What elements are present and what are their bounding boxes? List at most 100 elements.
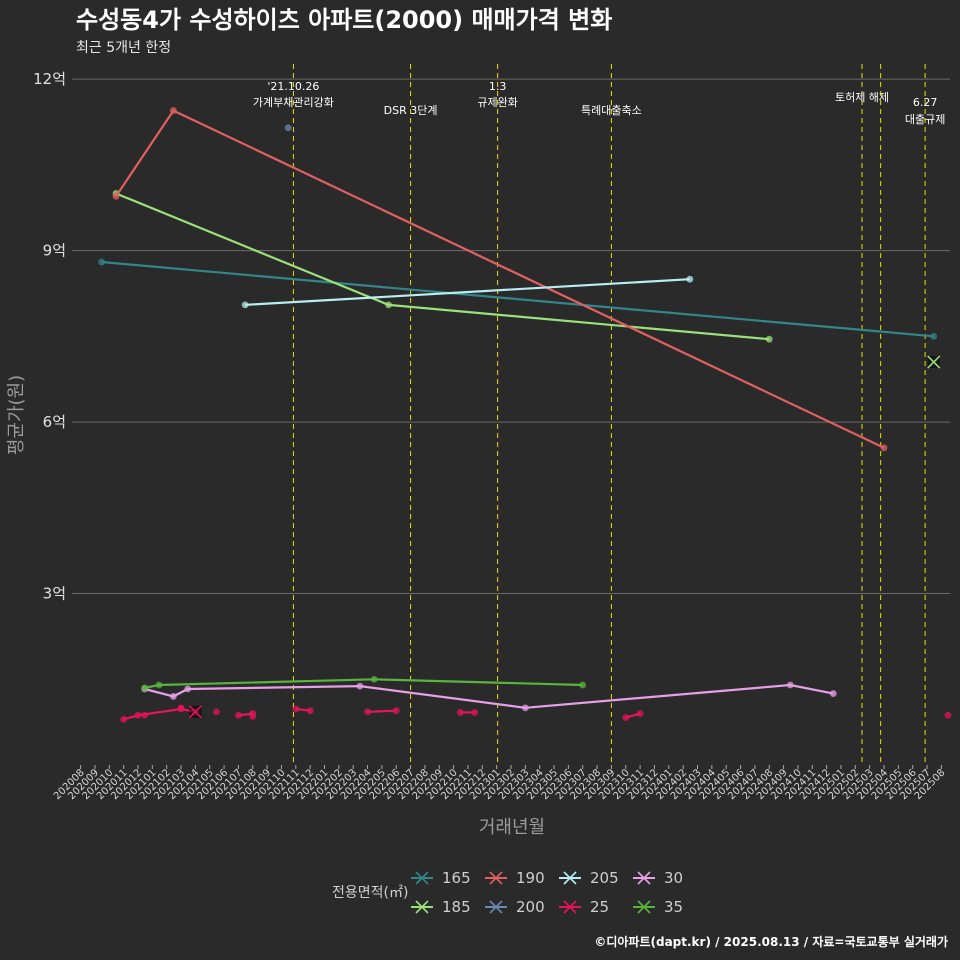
legend-label: 25 (590, 898, 609, 916)
legend-label: 30 (664, 869, 683, 887)
legend-item-25: 25 (559, 898, 609, 916)
data-point (456, 709, 464, 716)
x-axis-ticks: 2020082020092020102020112020122021012021… (52, 765, 948, 802)
y-tick-label: 6억 (43, 413, 66, 431)
data-point (98, 258, 106, 266)
grid-lines (72, 78, 950, 595)
legend-item-185: 185 (411, 898, 471, 916)
data-point (235, 711, 242, 719)
legend-label: 185 (442, 898, 471, 916)
series-line (115, 109, 885, 449)
legend-cross (563, 900, 577, 914)
series-165 (98, 258, 938, 340)
data-point (241, 301, 249, 309)
data-point (169, 693, 177, 700)
data-point (284, 124, 292, 132)
data-point (471, 709, 479, 716)
data-point (880, 444, 888, 452)
legend-label: 200 (516, 898, 545, 916)
cross-marker (927, 355, 941, 369)
data-point (686, 275, 694, 283)
data-point (370, 675, 378, 683)
legend-label: 35 (664, 898, 683, 916)
legend-label: 190 (516, 869, 545, 887)
event-label: 토허제 해제 (835, 90, 889, 104)
data-point (213, 708, 220, 716)
data-point (521, 704, 529, 712)
legend-cross (415, 871, 429, 885)
series-line (144, 683, 834, 709)
data-point (364, 708, 371, 716)
data-point (356, 682, 364, 690)
data-point (930, 332, 938, 340)
data-point (141, 711, 149, 719)
legend-label: 165 (442, 869, 471, 887)
data-point (765, 335, 773, 343)
data-point (177, 704, 185, 712)
series-line (144, 678, 583, 689)
legend: 165 190 205 30 185 200 25 35 (411, 869, 683, 916)
y-axis-ticks: 3억 6억 9억 12억 (33, 70, 66, 602)
series-line (101, 260, 934, 338)
chart-title: 수성동4가 수성하이츠 아파트(2000) 매매가격 변화 (76, 6, 612, 34)
data-point (622, 714, 630, 721)
legend-title: 전용면적(㎡) (332, 885, 408, 901)
series-205 (241, 275, 694, 309)
data-point (786, 681, 794, 689)
data-point (944, 711, 952, 719)
data-point (134, 711, 142, 719)
y-tick-label: 3억 (43, 585, 66, 603)
data-point (579, 681, 587, 689)
event-label: 특례대출축소 (581, 104, 642, 117)
legend-cross (637, 871, 651, 885)
legend-item-205: 205 (559, 869, 619, 887)
data-point (141, 684, 149, 692)
data-point (120, 715, 128, 723)
series-group (98, 107, 952, 723)
data-point (306, 707, 314, 715)
legend-label: 205 (590, 869, 619, 887)
series-line (115, 192, 770, 341)
data-point (392, 707, 400, 715)
legend-cross (489, 900, 503, 914)
series-200 (284, 124, 292, 132)
cross-marker (188, 705, 202, 719)
series-line (245, 278, 690, 306)
caption: ©디아파트(dapt.kr) / 2025.08.13 / 자료=국토교통부 실… (594, 934, 948, 949)
event-label: 6.27 (913, 96, 938, 109)
data-point (385, 301, 392, 309)
data-point (184, 685, 192, 693)
legend-item-35: 35 (633, 898, 683, 916)
event-label: DSR 3단계 (384, 104, 438, 117)
y-axis-label: 평균가(원) (6, 375, 27, 455)
event-label: 대출규제 (905, 113, 945, 126)
legend-cross (415, 900, 429, 914)
event-label: 규제완화 (477, 96, 517, 109)
data-point (829, 690, 837, 697)
legend-item-190: 190 (485, 869, 545, 887)
y-tick-label: 12억 (33, 70, 66, 88)
series-30 (141, 681, 837, 712)
legend-item-165: 165 (411, 869, 471, 887)
legend-cross (489, 871, 503, 885)
chart-subtitle: 최근 5개년 한정 (76, 40, 171, 56)
series-35 (141, 675, 587, 692)
x-axis-label: 거래년월 (479, 817, 545, 838)
legend-item-30: 30 (633, 869, 683, 887)
legend-cross (637, 900, 651, 914)
data-point (169, 107, 177, 114)
data-point (112, 192, 120, 200)
event-label: 가계부채관리강화 (253, 96, 334, 109)
y-tick-label: 9억 (43, 242, 66, 260)
series-25 (120, 704, 952, 723)
data-point (292, 705, 300, 713)
data-point (249, 713, 257, 720)
event-label: 1.3 (489, 80, 507, 93)
legend-item-200: 200 (485, 898, 545, 916)
legend-cross (563, 871, 577, 885)
data-point (636, 710, 644, 717)
data-point (155, 681, 163, 689)
series-line (367, 709, 397, 713)
